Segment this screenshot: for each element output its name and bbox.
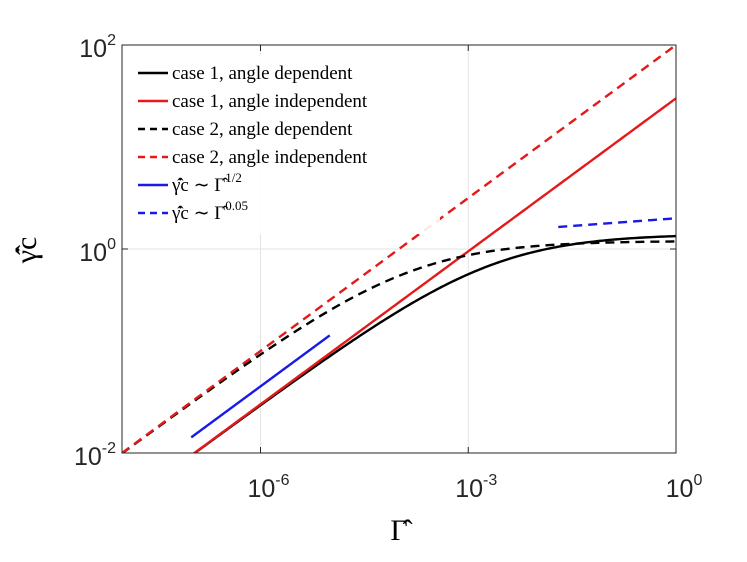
x-tick-label-0: 10-6 [247,472,289,503]
series-line-5 [558,217,676,229]
ticks [122,44,677,454]
y-tick-label-0: 10-2 [74,440,116,471]
legend-label-1: case 1, angle independent [172,91,368,112]
legend: case 1, angle dependent case 1, angle ind… [130,54,440,234]
x-axis-label: Γ̂ [390,514,412,547]
series-line-0 [192,234,676,453]
y-tick-label-2: 102 [79,32,116,63]
legend-label-3: case 2, angle independent [172,147,368,168]
series-line-1 [192,97,676,453]
series-line-4 [190,334,331,439]
legend-box [130,54,440,234]
x-tick-label-2: 100 [666,472,703,503]
legend-label-4: γ̂̇c ∼ Γ̂1/2 [171,170,242,196]
legend-label-2: case 2, angle dependent [172,119,353,140]
legend-label-0: case 1, angle dependent [172,63,353,84]
series-line-3 [122,45,676,453]
tick-labels: 10-6 10-3 100 10-2 100 102 [74,32,703,503]
series-layer [122,45,676,453]
legend-label-5: γ̂̇c ∼ Γ̂0.05 [171,198,248,224]
y-axis-label: γ̂̇c [10,237,43,265]
y-tick-label-1: 100 [79,236,116,267]
series-line-2 [122,240,676,453]
x-tick-label-1: 10-3 [455,472,497,503]
